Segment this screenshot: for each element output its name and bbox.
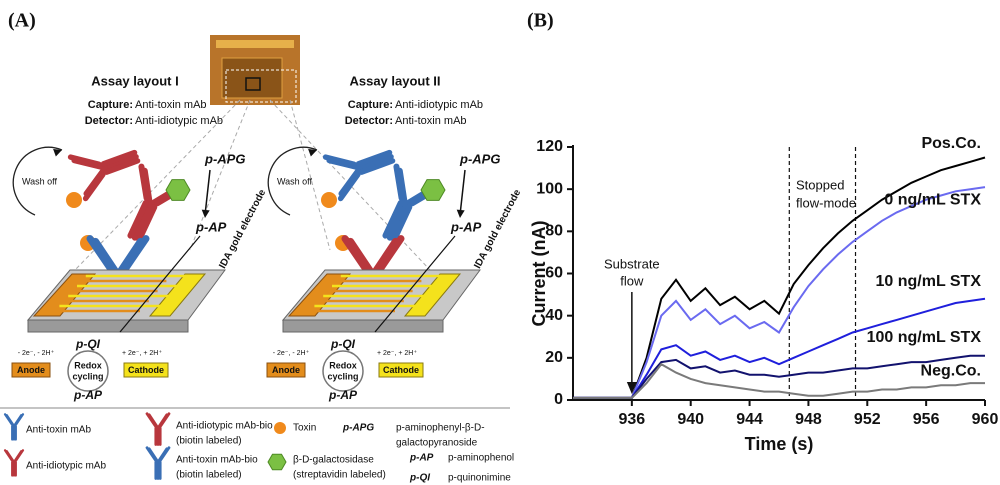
cycle-label: cycling [327, 371, 358, 381]
chip-photo [210, 35, 300, 105]
legend-text: (biotin labeled) [176, 470, 242, 481]
arrow-head [201, 210, 210, 219]
legend-text: galactopyranoside [396, 438, 478, 449]
reduced-label: p-AP [328, 388, 358, 402]
cathode-reaction: + 2e⁻, + 2H⁺ [377, 350, 417, 357]
electrode-side [28, 320, 188, 332]
oxidized-label: p-QI [330, 337, 356, 351]
antibody [147, 414, 169, 445]
anode-label: Anode [272, 365, 300, 375]
antibody-arm [326, 149, 354, 173]
antibody-arm [130, 167, 157, 199]
series-label: Neg.Co. [921, 362, 981, 379]
antibody [5, 414, 23, 439]
x-tick-label: 956 [913, 411, 940, 428]
x-axis-label: Time (s) [745, 434, 814, 454]
series-label: 100 ng/mL STX [867, 329, 982, 346]
legend-text: Anti-idiotypic mAb-bio [176, 421, 273, 432]
substrate-label: p-APG [204, 151, 245, 166]
legend-abbr: p-QI [409, 473, 430, 484]
y-tick-label: 0 [554, 391, 563, 408]
substrate-label: p-APG [459, 151, 500, 166]
antibody [147, 448, 169, 479]
toxin [66, 192, 82, 208]
legend-text: Toxin [293, 423, 316, 434]
antibody-arm [71, 149, 99, 173]
x-tick-label: 948 [795, 411, 822, 428]
reduced-label: p-AP [73, 388, 103, 402]
x-tick-label: 960 [972, 411, 999, 428]
legend-text: Anti-toxin mAb-bio [176, 455, 258, 466]
legend-abbr: p-AP [409, 453, 434, 464]
y-tick-label: 100 [536, 180, 563, 197]
antibody [368, 167, 440, 248]
cycle-label: cycling [72, 371, 103, 381]
antibody-arm [385, 167, 412, 199]
detector-value: Anti-toxin mAb [395, 115, 467, 127]
anode-reaction: - 2e⁻, - 2H⁺ [273, 350, 310, 357]
product-label: p-AP [450, 219, 482, 234]
antibody [113, 167, 185, 248]
oxidized-label: p-QI [75, 337, 101, 351]
x-tick-label: 944 [736, 411, 763, 428]
y-tick-label: 20 [545, 349, 563, 366]
antibody [71, 136, 144, 198]
reaction-arrow [460, 170, 465, 215]
detector-label: Detector: [85, 115, 133, 127]
panel-label: (B) [527, 10, 554, 32]
legend-text: β-D-galactosidase [293, 455, 374, 466]
legend-text: p-quinonimine [448, 473, 511, 484]
guide-line [290, 100, 330, 250]
capture-value: Anti-idiotypic mAb [395, 99, 483, 111]
electrode-side [283, 320, 443, 332]
reaction-arrow [205, 170, 210, 215]
antibody [326, 136, 399, 198]
cathode-label: Cathode [128, 365, 164, 375]
y-axis-label: Current (nA) [529, 221, 549, 327]
annotation: flow [620, 273, 644, 288]
legend-text: Anti-toxin mAb [26, 425, 91, 436]
legend-toxin [274, 422, 286, 434]
y-tick-label: 120 [536, 138, 563, 155]
wash-label: Wash off [277, 176, 313, 186]
cycle-label: Redox [74, 360, 102, 370]
legend-text: p-aminophenol [448, 453, 514, 464]
antibody [5, 450, 23, 475]
x-tick-label: 936 [619, 411, 646, 428]
figure: (A) Assay layout ICapture:Anti-toxin mAb… [0, 0, 1000, 485]
cycle-label: Redox [329, 360, 357, 370]
cathode-reaction: + 2e⁻, + 2H⁺ [122, 350, 162, 357]
annotation: Substrate [604, 256, 660, 271]
legend-abbr: p-APG [342, 423, 374, 434]
toxin [321, 192, 337, 208]
legend-text: (biotin labeled) [176, 436, 242, 447]
legend-text: Anti-idiotypic mAb [26, 461, 106, 472]
panel-label: (A) [8, 10, 36, 32]
annotation: Stopped [796, 177, 844, 192]
legend-enzyme [268, 454, 286, 470]
capture-value: Anti-toxin mAb [135, 99, 207, 111]
legend-text: p-aminophenyl-β-D- [396, 423, 485, 434]
arrow-head [456, 210, 465, 219]
series-label: Pos.Co. [921, 135, 981, 152]
anode-reaction: - 2e⁻, - 2H⁺ [18, 350, 55, 357]
series-label: 10 ng/mL STX [875, 273, 981, 290]
wash-label: Wash off [22, 176, 58, 186]
annotation: flow-mode [796, 195, 856, 210]
capture-label: Capture: [88, 99, 133, 111]
legend-text: (streptavidin labeled) [293, 470, 386, 481]
layout-title: Assay layout II [349, 73, 440, 88]
detector-value: Anti-idiotypic mAb [135, 115, 223, 127]
detector-label: Detector: [345, 115, 393, 127]
product-label: p-AP [195, 219, 227, 234]
capture-label: Capture: [348, 99, 393, 111]
cathode-label: Cathode [383, 365, 419, 375]
anode-label: Anode [17, 365, 45, 375]
series-label: 0 ng/mL STX [884, 191, 981, 208]
layout-title: Assay layout I [91, 73, 178, 88]
x-tick-label: 940 [677, 411, 704, 428]
x-tick-label: 952 [854, 411, 881, 428]
